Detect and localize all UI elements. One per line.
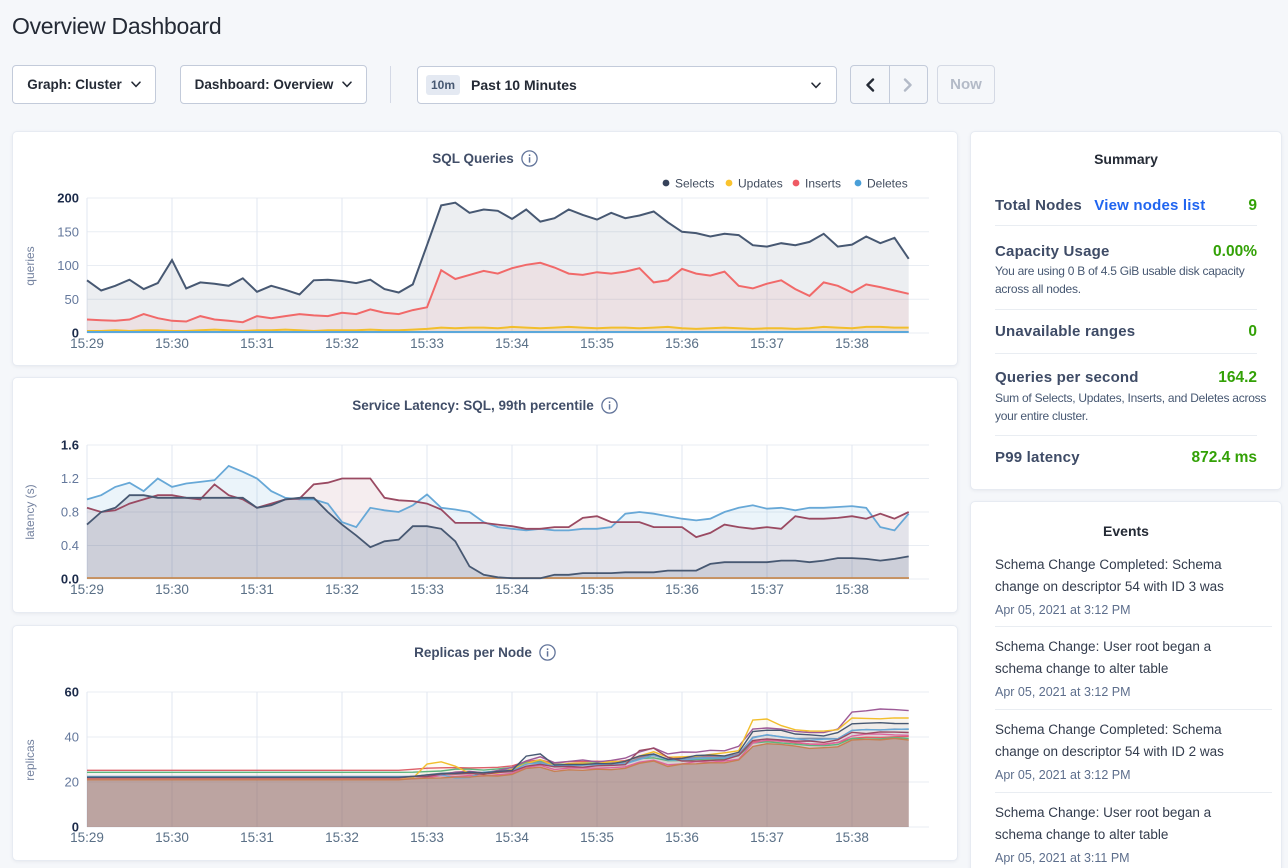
svg-text:Updates: Updates bbox=[738, 177, 783, 191]
svg-text:15:30: 15:30 bbox=[155, 830, 189, 845]
svg-text:40: 40 bbox=[65, 730, 79, 745]
svg-text:Deletes: Deletes bbox=[867, 177, 908, 191]
svg-text:15:35: 15:35 bbox=[580, 830, 614, 845]
svg-text:0.8: 0.8 bbox=[61, 505, 79, 520]
svg-text:15:38: 15:38 bbox=[835, 336, 869, 351]
svg-text:200: 200 bbox=[57, 191, 79, 206]
svg-text:60: 60 bbox=[65, 685, 79, 700]
svg-text:15:34: 15:34 bbox=[495, 336, 529, 351]
svg-text:0.4: 0.4 bbox=[61, 538, 79, 553]
svg-text:15:31: 15:31 bbox=[240, 830, 274, 845]
svg-text:15:33: 15:33 bbox=[410, 336, 444, 351]
svg-text:replicas: replicas bbox=[23, 739, 37, 780]
svg-text:15:37: 15:37 bbox=[750, 336, 784, 351]
svg-text:1.2: 1.2 bbox=[61, 471, 79, 486]
svg-text:15:36: 15:36 bbox=[665, 336, 699, 351]
svg-text:15:33: 15:33 bbox=[410, 582, 444, 597]
svg-text:150: 150 bbox=[57, 224, 79, 239]
svg-text:queries: queries bbox=[23, 246, 37, 285]
svg-text:15:35: 15:35 bbox=[580, 336, 614, 351]
svg-text:15:29: 15:29 bbox=[70, 336, 104, 351]
svg-text:50: 50 bbox=[65, 292, 79, 307]
svg-text:Selects: Selects bbox=[675, 177, 714, 191]
svg-text:15:29: 15:29 bbox=[70, 830, 104, 845]
svg-text:15:31: 15:31 bbox=[240, 582, 274, 597]
svg-text:15:34: 15:34 bbox=[495, 582, 529, 597]
svg-text:15:37: 15:37 bbox=[750, 582, 784, 597]
svg-text:latency (s): latency (s) bbox=[23, 484, 37, 539]
svg-text:0.0: 0.0 bbox=[61, 572, 79, 587]
svg-text:15:38: 15:38 bbox=[835, 830, 869, 845]
svg-text:15:36: 15:36 bbox=[665, 830, 699, 845]
svg-text:15:30: 15:30 bbox=[155, 336, 189, 351]
svg-text:15:34: 15:34 bbox=[495, 830, 529, 845]
svg-text:15:37: 15:37 bbox=[750, 830, 784, 845]
svg-text:15:29: 15:29 bbox=[70, 582, 104, 597]
svg-text:20: 20 bbox=[65, 775, 79, 790]
svg-text:15:33: 15:33 bbox=[410, 830, 444, 845]
svg-text:15:30: 15:30 bbox=[155, 582, 189, 597]
svg-text:100: 100 bbox=[57, 258, 79, 273]
svg-text:0: 0 bbox=[72, 820, 79, 835]
svg-text:15:32: 15:32 bbox=[325, 582, 359, 597]
svg-text:1.6: 1.6 bbox=[61, 438, 79, 453]
svg-text:15:32: 15:32 bbox=[325, 336, 359, 351]
svg-text:15:36: 15:36 bbox=[665, 582, 699, 597]
svg-text:Inserts: Inserts bbox=[805, 177, 841, 191]
svg-text:15:35: 15:35 bbox=[580, 582, 614, 597]
svg-text:15:38: 15:38 bbox=[835, 582, 869, 597]
svg-text:0: 0 bbox=[72, 326, 79, 341]
svg-text:15:31: 15:31 bbox=[240, 336, 274, 351]
svg-text:15:32: 15:32 bbox=[325, 830, 359, 845]
